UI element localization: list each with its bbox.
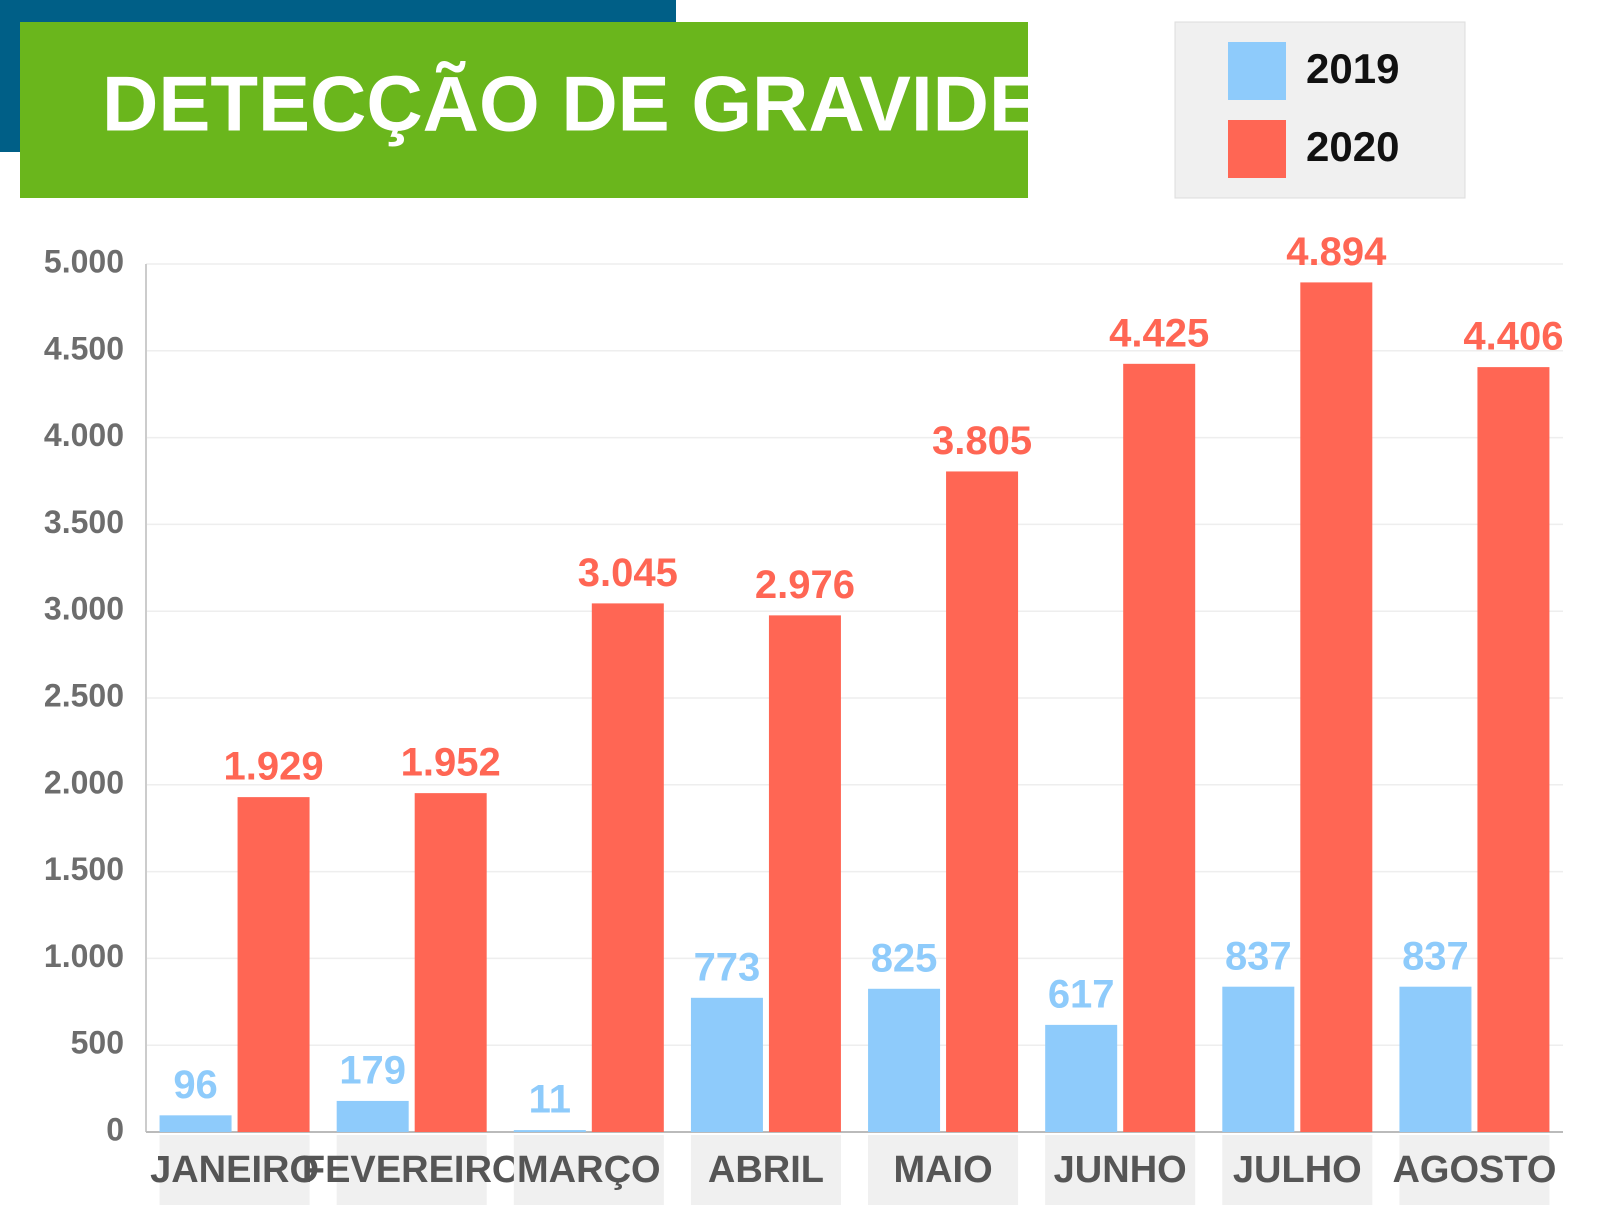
value-label: 96 [173,1063,218,1107]
value-label: 4.425 [1109,311,1209,355]
bar [690,997,763,1132]
value-label: 4.406 [1463,315,1563,359]
bar [513,1130,586,1132]
y-tick-label: 4.500 [44,330,124,366]
chart-title: DETECÇÃO DE GRAVIDEZ [102,60,1089,148]
category-box [1399,1135,1550,1205]
legend [1174,21,1466,199]
y-tick-label: 1.500 [44,851,124,887]
category-box [690,1135,841,1205]
category-box [1222,1135,1373,1205]
legend-label: 2020 [1306,123,1399,170]
category-box [1045,1135,1196,1205]
y-tick-label: 500 [71,1025,124,1061]
value-label: 773 [694,945,761,989]
bar [159,1115,232,1132]
value-label: 617 [1048,972,1115,1016]
bar [768,615,841,1132]
bar [336,1100,409,1132]
x-tick-label: JULHO [1233,1149,1362,1191]
y-tick-label: 3.000 [44,591,124,627]
y-tick-label: 2.500 [44,677,124,713]
x-tick-label: MAIO [893,1149,992,1191]
y-tick-label: 3.500 [44,504,124,540]
x-tick-label: MARÇO [517,1149,661,1191]
bar [414,793,487,1132]
category-box [336,1135,487,1205]
y-tick-label: 1.000 [44,938,124,974]
legend-swatch [1228,120,1286,178]
value-label: 179 [339,1048,406,1092]
y-tick-label: 0 [106,1111,124,1147]
bar [1300,282,1373,1132]
value-label: 837 [1402,934,1469,978]
bar [1123,363,1196,1132]
value-label: 837 [1225,934,1292,978]
value-label: 2.976 [755,563,855,607]
x-tick-label: ABRIL [708,1149,824,1191]
value-label: 11 [529,1078,571,1122]
title-box [20,22,1028,198]
y-tick-label: 2.000 [44,764,124,800]
bar [591,603,664,1132]
x-tick-label: JANEIRO [150,1149,319,1191]
x-tick-label: FEVEREIRO [302,1149,522,1191]
value-label: 1.952 [401,741,501,785]
bar [946,471,1019,1132]
value-label: 1.929 [224,745,324,789]
legend-swatch [1228,42,1286,100]
bar [1477,367,1550,1132]
value-label: 3.805 [932,419,1032,463]
value-label: 3.045 [578,551,678,595]
category-box [513,1135,664,1205]
y-tick-label: 5.000 [44,243,124,279]
bar [1045,1024,1118,1132]
x-tick-label: AGOSTO [1392,1149,1556,1191]
category-box [868,1135,1019,1205]
bar [1399,986,1472,1132]
bar [1222,986,1295,1132]
bar [868,988,941,1132]
value-label: 4.894 [1286,230,1387,274]
value-label: 825 [871,936,938,980]
y-tick-label: 4.000 [44,417,124,453]
category-box [159,1135,310,1205]
x-tick-label: JUNHO [1054,1149,1187,1191]
bar [237,797,310,1132]
legend-label: 2019 [1306,45,1399,92]
